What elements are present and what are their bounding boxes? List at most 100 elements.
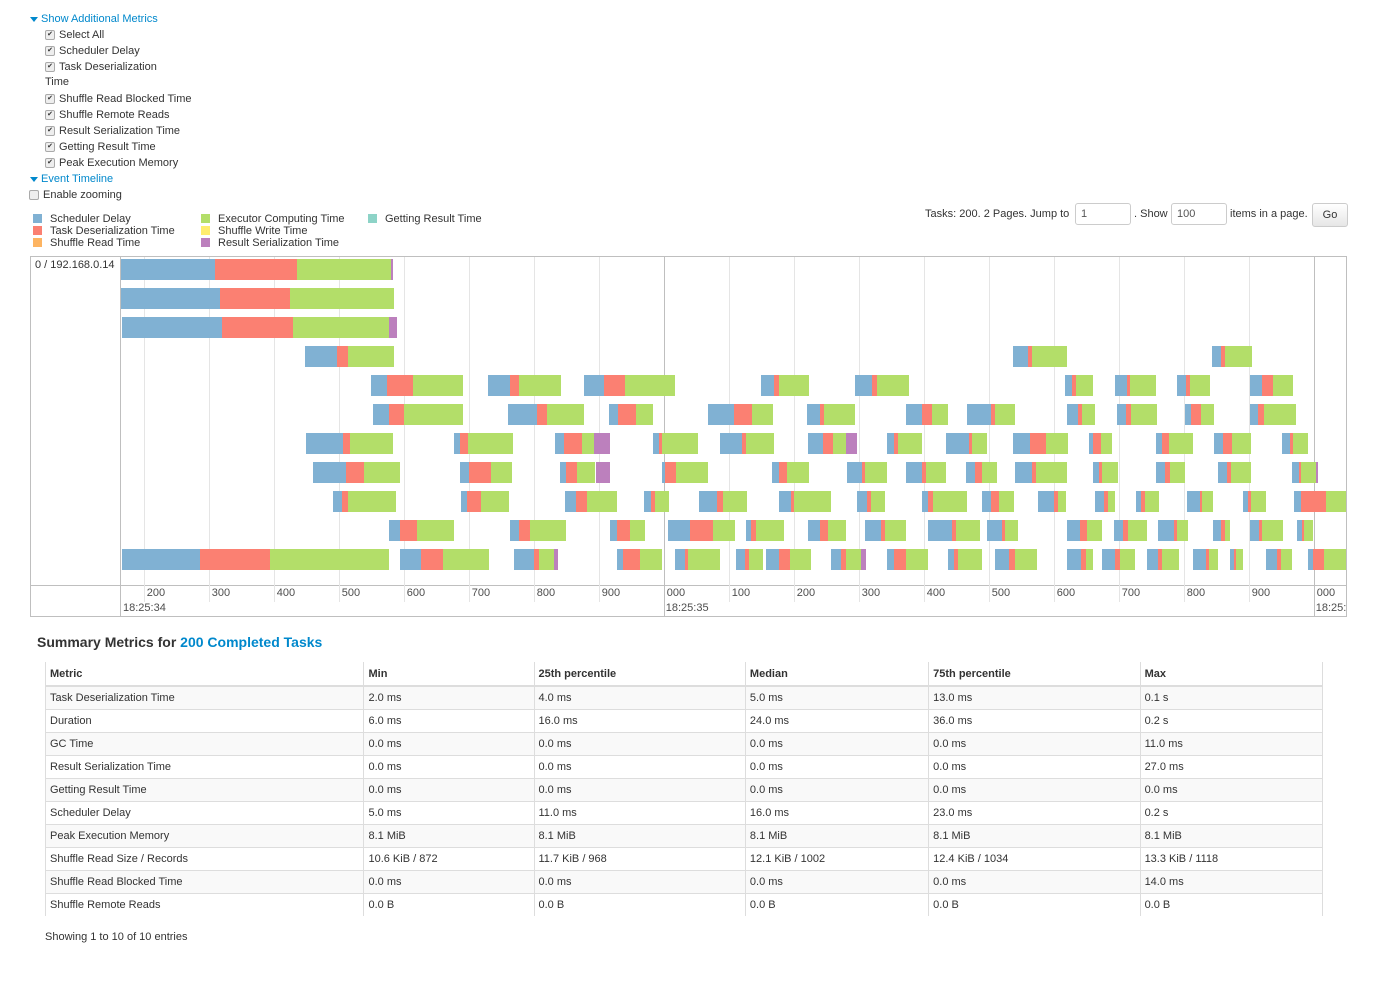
show-additional-metrics-toggle[interactable]: Show Additional Metrics (30, 13, 158, 25)
task-bar[interactable] (779, 491, 832, 512)
task-bar[interactable] (667, 520, 736, 541)
task-bar[interactable] (857, 491, 886, 512)
task-bar[interactable] (1185, 404, 1214, 425)
task-bar[interactable] (808, 520, 847, 541)
task-bar[interactable] (1135, 491, 1160, 512)
enable-zooming-checkbox[interactable]: Enable zooming (29, 189, 122, 201)
task-bar[interactable] (1064, 375, 1093, 396)
task-bar[interactable] (771, 462, 810, 483)
task-bar[interactable] (847, 462, 888, 483)
task-bar[interactable] (1281, 433, 1308, 454)
task-bar[interactable] (735, 549, 764, 570)
checkbox[interactable]: ✔ (45, 62, 55, 73)
task-bar[interactable] (652, 433, 699, 454)
option-select-all[interactable]: ✔ Select All (45, 29, 104, 41)
task-bar[interactable] (1213, 433, 1252, 454)
task-bar[interactable] (1114, 375, 1157, 396)
task-bar[interactable] (1066, 549, 1094, 570)
task-bar[interactable] (609, 520, 645, 541)
task-bar[interactable] (948, 549, 983, 570)
task-bar[interactable] (1014, 462, 1068, 483)
task-bar[interactable] (487, 375, 562, 396)
task-bar[interactable] (1307, 549, 1346, 570)
checkbox[interactable]: ✔ (45, 30, 55, 41)
task-bar[interactable] (507, 404, 584, 425)
task-bar[interactable] (927, 520, 981, 541)
task-bar[interactable] (1229, 549, 1243, 570)
task-bar[interactable] (564, 491, 617, 512)
task-bar[interactable] (1157, 520, 1189, 541)
task-bar[interactable] (460, 491, 510, 512)
task-bar[interactable] (1242, 491, 1267, 512)
column-header[interactable]: Max (1139, 662, 1324, 687)
task-bar[interactable] (719, 433, 774, 454)
task-bar[interactable] (554, 433, 611, 454)
task-bar[interactable] (312, 462, 400, 483)
task-bar[interactable] (616, 549, 662, 570)
option-getting-result-time[interactable]: ✔ Getting Result Time (45, 141, 156, 153)
option-peak-execution-memory[interactable]: ✔ Peak Execution Memory (45, 157, 178, 169)
task-bar[interactable] (1066, 404, 1096, 425)
task-bar[interactable] (454, 433, 513, 454)
task-bar[interactable] (121, 317, 397, 338)
go-button[interactable]: Go (1312, 203, 1348, 227)
task-bar[interactable] (831, 549, 866, 570)
event-timeline[interactable]: 0 / 192.168.0.14 200 300 400 500 600 700 800 90… (30, 256, 1347, 617)
task-bar[interactable] (1296, 520, 1314, 541)
task-bar[interactable] (966, 462, 997, 483)
task-bar[interactable] (806, 404, 855, 425)
task-bar[interactable] (1187, 491, 1213, 512)
task-bar[interactable] (745, 520, 784, 541)
task-bar[interactable] (1213, 520, 1230, 541)
task-bar[interactable] (1265, 549, 1293, 570)
checkbox[interactable]: ✔ (45, 94, 55, 105)
task-bar[interactable] (121, 259, 394, 280)
task-bar[interactable] (305, 433, 393, 454)
task-bar[interactable] (1293, 491, 1346, 512)
checkbox[interactable]: ✔ (45, 46, 55, 57)
task-bar[interactable] (1192, 549, 1219, 570)
task-bar[interactable] (1155, 433, 1194, 454)
task-bar[interactable] (608, 404, 654, 425)
task-bar[interactable] (994, 549, 1038, 570)
task-bar[interactable] (643, 491, 669, 512)
task-bar[interactable] (886, 433, 923, 454)
task-bar[interactable] (459, 462, 512, 483)
checkbox[interactable]: ✔ (45, 126, 55, 137)
checkbox[interactable] (29, 190, 39, 201)
task-bar[interactable] (854, 375, 909, 396)
task-bar[interactable] (1250, 375, 1293, 396)
checkbox[interactable]: ✔ (45, 158, 55, 169)
task-bar[interactable] (864, 520, 906, 541)
task-bar[interactable] (1146, 549, 1179, 570)
task-bar[interactable] (1066, 520, 1102, 541)
option-shuffle-remote-reads[interactable]: ✔ Shuffle Remote Reads (45, 109, 169, 121)
task-bar[interactable] (559, 462, 611, 483)
task-bar[interactable] (905, 404, 949, 425)
option-result-serialization-time[interactable]: ✔ Result Serialization Time (45, 125, 180, 137)
task-bar[interactable] (372, 404, 463, 425)
task-bar[interactable] (1092, 462, 1119, 483)
column-header[interactable]: Metric (44, 662, 364, 687)
task-bar[interactable] (1250, 404, 1296, 425)
task-bar[interactable] (760, 375, 809, 396)
completed-tasks-link[interactable]: 200 Completed Tasks (180, 634, 323, 650)
task-bar[interactable] (966, 404, 1016, 425)
task-bar[interactable] (370, 375, 463, 396)
task-bar[interactable] (1101, 549, 1135, 570)
task-bar[interactable] (698, 491, 747, 512)
task-bar[interactable] (1116, 404, 1158, 425)
column-header[interactable]: 75th percentile (928, 662, 1141, 687)
task-bar[interactable] (1094, 491, 1116, 512)
task-bar[interactable] (121, 549, 389, 570)
task-bar[interactable] (1291, 462, 1318, 483)
task-bar[interactable] (1250, 520, 1283, 541)
task-bar[interactable] (707, 404, 773, 425)
option-task-deserialization-time[interactable]: ✔ Task Deserialization Time (45, 61, 157, 92)
task-bar[interactable] (675, 549, 720, 570)
jump-to-page-input[interactable]: 1 (1075, 203, 1131, 225)
task-bar[interactable] (121, 288, 394, 309)
task-bar[interactable] (1217, 462, 1251, 483)
column-header[interactable]: 25th percentile (533, 662, 746, 687)
task-bar[interactable] (905, 462, 947, 483)
